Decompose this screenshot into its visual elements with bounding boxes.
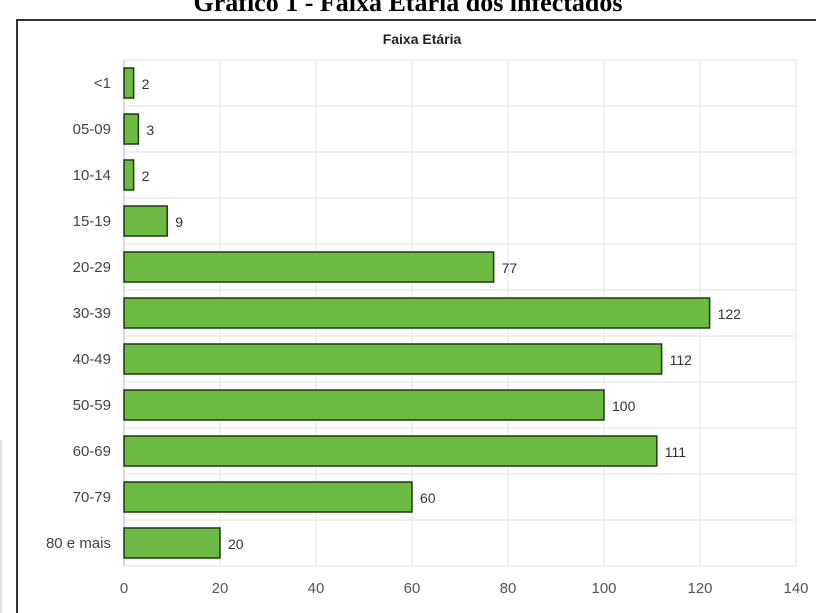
category-label: 70-79 [73, 489, 111, 506]
chart-frame [16, 19, 816, 613]
bar [123, 251, 495, 283]
bars [123, 67, 711, 559]
x-tick-label: 100 [591, 580, 616, 597]
bar [123, 435, 658, 467]
data-label: 122 [718, 306, 742, 322]
category-label: 50-59 [73, 397, 111, 414]
data-label: 111 [665, 444, 686, 460]
bar [123, 159, 135, 191]
category-label: 30-39 [73, 305, 111, 322]
category-label: 05-09 [73, 121, 111, 138]
category-label: 10-14 [73, 167, 111, 184]
bar [123, 205, 168, 237]
figure-caption: Gráfico 1 - Faixa Etária dos infectados [193, 0, 623, 17]
category-label: <1 [94, 75, 111, 92]
page-edge-line [0, 440, 2, 613]
data-label: 77 [502, 260, 518, 276]
x-tick-label: 40 [308, 580, 325, 597]
labels: <1 2 05-09 3 10-14 2 15-19 9 20-29 77 30-39 122 40-4… [46, 75, 741, 552]
data-label: 9 [175, 214, 183, 230]
data-label: 100 [612, 398, 636, 414]
bar [123, 527, 221, 559]
x-tick-label: 120 [687, 580, 712, 597]
category-label: 60-69 [73, 443, 111, 460]
x-axis-ticks: 0 20 40 60 80 100 120 140 [120, 580, 809, 597]
x-tick-label: 80 [500, 580, 517, 597]
data-label: 2 [142, 168, 150, 184]
data-label: 3 [146, 122, 154, 138]
bar [123, 67, 135, 99]
bar [123, 343, 663, 375]
bar [123, 297, 711, 329]
bar [123, 389, 605, 421]
bar [123, 113, 140, 145]
data-label: 112 [670, 352, 693, 368]
data-label: 20 [228, 536, 244, 552]
category-label: 80 e mais [46, 535, 111, 552]
chart-title: Faixa Etária [383, 31, 462, 47]
category-label: 15-19 [73, 213, 111, 230]
x-tick-label: 140 [783, 580, 808, 597]
category-label: 40-49 [73, 351, 111, 368]
bar [123, 481, 413, 513]
data-label: 2 [142, 76, 150, 92]
x-tick-label: 0 [120, 580, 128, 597]
x-tick-label: 20 [212, 580, 229, 597]
category-label: 20-29 [73, 259, 111, 276]
data-label: 60 [420, 490, 436, 506]
x-tick-label: 60 [404, 580, 421, 597]
